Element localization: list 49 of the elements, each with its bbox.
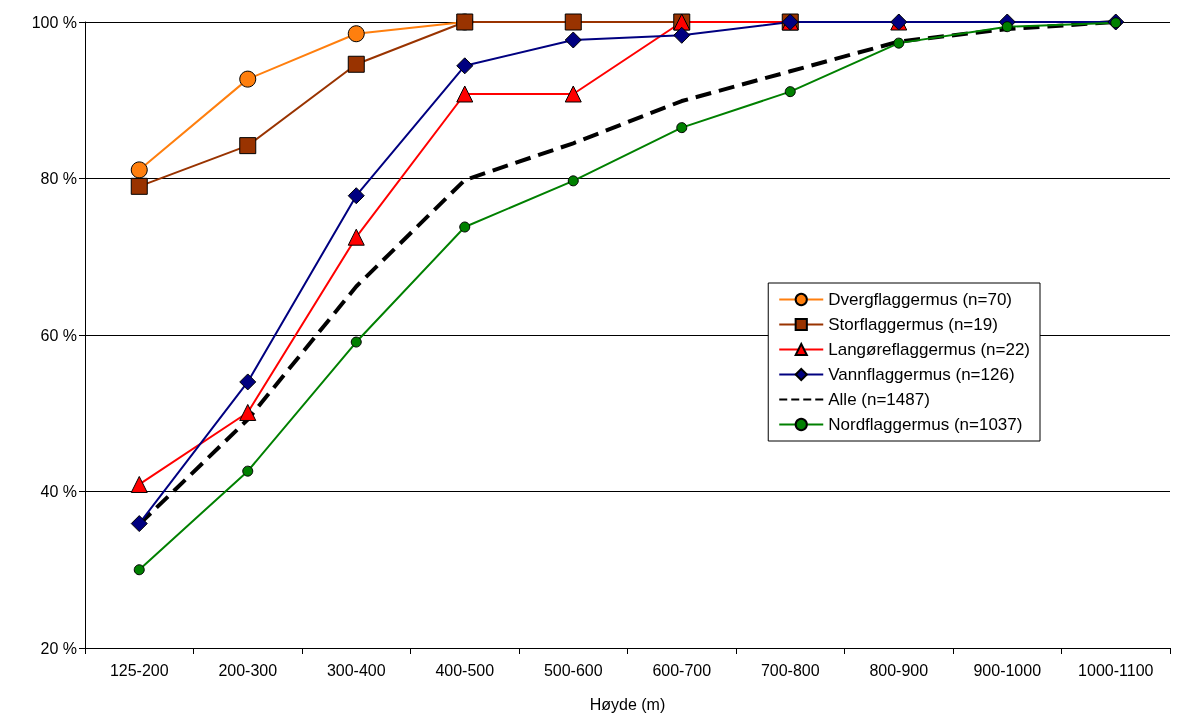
- legend-label: Langøreflaggermus (n=22): [828, 340, 1031, 359]
- x-tick-label: 400-500: [435, 661, 495, 679]
- point: [456, 85, 474, 103]
- x-tick-label: 125-200: [109, 661, 169, 679]
- x-tick-label: 200-300: [218, 661, 278, 679]
- point: [564, 85, 582, 103]
- x-tick-label: 1000-1100: [1078, 661, 1154, 679]
- point: [459, 221, 471, 233]
- point: [347, 25, 365, 43]
- point: [130, 161, 148, 179]
- x-tick-label: 700-800: [760, 661, 820, 679]
- point: [133, 564, 145, 576]
- y-tick-label: 80 %: [40, 170, 77, 187]
- point: [350, 336, 362, 348]
- y-tick-label: 100 %: [31, 13, 77, 31]
- point: [242, 465, 254, 477]
- point: [130, 475, 148, 493]
- y-tick-label: 60 %: [40, 326, 77, 344]
- x-tick-label: 600-700: [652, 661, 712, 679]
- point: [130, 515, 148, 533]
- legend-label: Dvergflaggermus (n=70): [828, 290, 1013, 309]
- point: [347, 55, 365, 73]
- point: [564, 13, 582, 31]
- point: [456, 57, 474, 75]
- point: [239, 70, 257, 88]
- x-tick-label: 800-900: [869, 661, 929, 679]
- legend-label: Nordflaggermus (n=1037): [828, 415, 1023, 434]
- y-tick-label: 40 %: [40, 483, 77, 500]
- x-axis-title: Høyde (m): [589, 695, 666, 713]
- point: [564, 31, 582, 49]
- x-tick-label: 500-600: [543, 661, 603, 679]
- point: [347, 228, 365, 246]
- y-tick-label: 20 %: [40, 639, 77, 657]
- point: [676, 122, 688, 134]
- point: [784, 86, 796, 98]
- x-tick-label: 900-1000: [973, 661, 1042, 679]
- legend-label: Storflaggermus (n=19): [828, 315, 998, 334]
- point: [567, 175, 579, 187]
- point: [1001, 21, 1013, 33]
- point: [347, 187, 365, 205]
- point: [239, 137, 257, 155]
- point: [130, 177, 148, 195]
- point: [239, 403, 257, 421]
- legend-label: Alle (n=1487): [828, 390, 930, 409]
- point: [673, 26, 691, 44]
- point: [239, 373, 257, 391]
- point: [893, 37, 905, 49]
- legend-label: Vannflaggermus (n=126): [828, 365, 1015, 384]
- x-tick-label: 300-400: [326, 661, 386, 679]
